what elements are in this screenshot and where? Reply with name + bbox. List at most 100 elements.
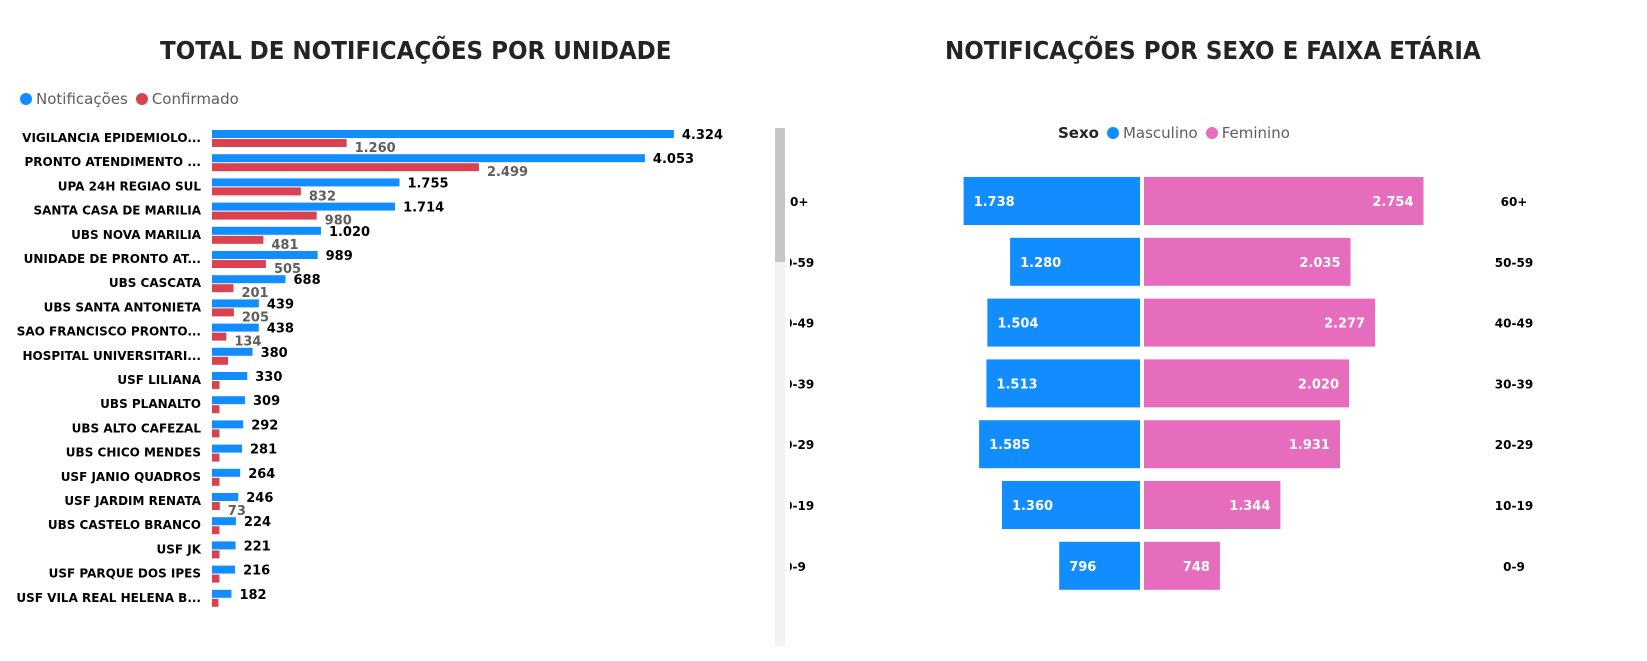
bar-masculino[interactable] <box>979 420 1140 469</box>
data-label-confirmado: 134 <box>234 335 261 350</box>
bar-notificacoes[interactable] <box>212 154 645 163</box>
data-label-notificacoes: 688 <box>293 273 320 288</box>
category-label: UPA 24H REGIAO SUL <box>58 179 202 193</box>
bar-notificacoes[interactable] <box>212 541 236 550</box>
age-label-left: 0-9 <box>790 560 806 574</box>
bar-masculino[interactable] <box>963 177 1140 225</box>
bar-confirmado[interactable] <box>212 598 219 607</box>
bar-notificacoes[interactable] <box>212 372 248 380</box>
category-label: UBS CHICO MENDES <box>66 446 201 460</box>
bar-notificacoes[interactable] <box>212 565 236 574</box>
data-label-notificacoes: 281 <box>250 443 277 458</box>
data-label-notificacoes: 246 <box>246 491 273 506</box>
bar-confirmado[interactable] <box>212 235 264 244</box>
data-label-masculino: 796 <box>1069 560 1096 575</box>
bar-confirmado[interactable] <box>212 574 220 583</box>
bar-feminino[interactable] <box>1144 298 1376 347</box>
bar-notificacoes[interactable] <box>212 347 253 356</box>
bar-confirmado[interactable] <box>212 308 234 317</box>
data-label-notificacoes: 1.755 <box>407 176 448 191</box>
bar-notificacoes[interactable] <box>212 226 321 235</box>
data-label-notificacoes: 989 <box>326 249 353 264</box>
bar-confirmado[interactable] <box>212 260 266 268</box>
data-label-notificacoes: 380 <box>261 346 288 361</box>
bar-confirmado[interactable] <box>212 453 220 462</box>
legend-item-masculino[interactable]: Masculino <box>1106 124 1198 142</box>
bar-feminino[interactable] <box>1144 237 1351 286</box>
bar-confirmado[interactable] <box>212 477 220 486</box>
bar-masculino[interactable] <box>1010 237 1140 286</box>
bar-confirmado[interactable] <box>212 550 220 559</box>
data-label-confirmado: 1.260 <box>355 141 396 156</box>
bar-confirmado[interactable] <box>212 187 301 196</box>
bar-masculino[interactable] <box>1059 541 1140 590</box>
data-label-feminino: 2.035 <box>1299 256 1340 271</box>
data-label-notificacoes: 216 <box>243 564 270 579</box>
legend-item-notificacoes[interactable]: Notificações <box>20 90 128 108</box>
legend-dot-confirmado <box>135 93 148 105</box>
bar-notificacoes[interactable] <box>212 420 244 429</box>
legend-label-notificacoes: Notificações <box>36 90 128 108</box>
left-legend: Notificações Confirmado <box>20 90 247 108</box>
bar-notificacoes[interactable] <box>212 493 239 501</box>
data-label-masculino: 1.513 <box>996 377 1037 392</box>
data-label-feminino: 2.754 <box>1372 195 1413 210</box>
scrollbar-thumb[interactable] <box>775 128 785 262</box>
bar-masculino[interactable] <box>987 298 1140 347</box>
data-label-masculino: 1.280 <box>1020 256 1061 271</box>
bar-confirmado[interactable] <box>212 429 220 438</box>
bar-notificacoes[interactable] <box>212 275 286 284</box>
data-label-notificacoes: 330 <box>255 370 282 385</box>
bar-notificacoes[interactable] <box>212 323 259 332</box>
bar-notificacoes[interactable] <box>212 517 236 526</box>
bar-feminino[interactable] <box>1144 541 1220 590</box>
legend-dot-notificacoes <box>20 93 32 105</box>
category-label: UBS CASTELO BRANCO <box>48 518 201 532</box>
bar-feminino[interactable] <box>1144 481 1281 529</box>
bar-notificacoes[interactable] <box>212 444 243 453</box>
bar-notificacoes[interactable] <box>212 130 674 138</box>
bar-notificacoes[interactable] <box>212 589 232 598</box>
category-label: SAO FRANCISCO PRONTO... <box>17 325 201 339</box>
bar-notificacoes[interactable] <box>212 202 396 211</box>
bar-confirmado[interactable] <box>212 284 234 293</box>
category-label: UNIDADE DE PRONTO AT... <box>24 252 201 266</box>
bar-confirmado[interactable] <box>212 502 220 510</box>
data-label-notificacoes: 182 <box>239 588 266 603</box>
bar-confirmado[interactable] <box>212 211 317 220</box>
age-label-right: 40-49 <box>1495 317 1533 331</box>
bar-masculino[interactable] <box>1001 481 1140 529</box>
left-chart-scrollbar[interactable] <box>775 128 785 646</box>
category-label: USF LILIANA <box>117 373 201 387</box>
legend-label-confirmado: Confirmado <box>151 90 239 108</box>
data-label-notificacoes: 224 <box>244 515 271 530</box>
bar-confirmado[interactable] <box>212 526 220 535</box>
bar-notificacoes[interactable] <box>212 251 318 259</box>
data-label-notificacoes: 439 <box>267 297 294 312</box>
category-label: VIGILANCIA EPIDEMIOLO... <box>22 131 201 145</box>
bar-feminino[interactable] <box>1144 177 1424 225</box>
bar-notificacoes[interactable] <box>212 178 400 187</box>
legend-item-confirmado[interactable]: Confirmado <box>135 90 239 108</box>
category-label: USF JK <box>156 542 201 556</box>
age-label-left: 60+ <box>790 195 808 209</box>
bar-feminino[interactable] <box>1144 420 1340 469</box>
data-label-masculino: 1.738 <box>974 195 1015 210</box>
bar-confirmado[interactable] <box>212 381 220 389</box>
bar-masculino[interactable] <box>986 359 1140 408</box>
bar-feminino[interactable] <box>1144 359 1350 408</box>
bar-confirmado[interactable] <box>212 163 479 172</box>
data-label-feminino: 2.020 <box>1298 377 1339 392</box>
bar-notificacoes[interactable] <box>212 468 241 477</box>
data-label-notificacoes: 221 <box>244 539 271 554</box>
bar-confirmado[interactable] <box>212 139 347 147</box>
bar-notificacoes[interactable] <box>212 299 259 308</box>
data-label-feminino: 1.931 <box>1289 438 1330 453</box>
bar-confirmado[interactable] <box>212 332 227 341</box>
legend-item-feminino[interactable]: Feminino <box>1205 124 1290 142</box>
bar-notificacoes[interactable] <box>212 396 246 405</box>
bar-confirmado[interactable] <box>212 356 229 365</box>
data-label-confirmado: 73 <box>228 504 246 519</box>
legend-label-feminino: Feminino <box>1221 124 1290 142</box>
bar-confirmado[interactable] <box>212 405 220 414</box>
